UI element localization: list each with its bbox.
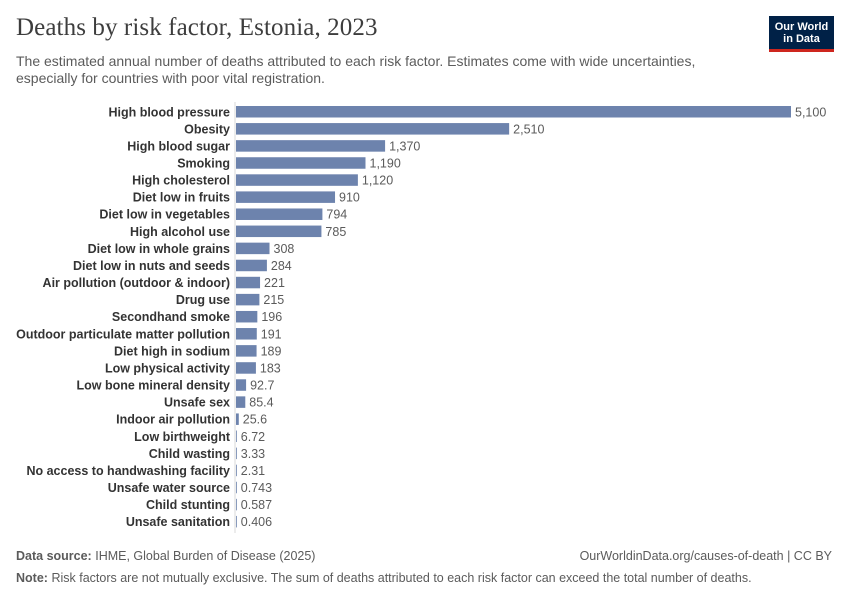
category-label: High blood pressure [108, 105, 230, 119]
category-label: Outdoor particulate matter pollution [16, 327, 230, 341]
bar [236, 464, 237, 477]
data-source: Data source: IHME, Global Burden of Dise… [16, 549, 315, 563]
bar [236, 174, 358, 186]
bar [236, 140, 386, 152]
value-label: 910 [339, 191, 360, 205]
value-label: 5,100 [795, 105, 826, 119]
category-label: High blood sugar [127, 139, 230, 153]
value-label: 6.72 [241, 430, 265, 444]
bar [236, 515, 237, 528]
category-label: Obesity [184, 122, 230, 136]
category-label: Unsafe sanitation [126, 515, 230, 529]
category-label: Diet high in sodium [114, 344, 230, 358]
bar-chart: High blood pressure 5,100 Obesity 2,510 High… [16, 102, 826, 533]
category-label: Secondhand smoke [112, 310, 230, 324]
value-label: 196 [261, 310, 282, 324]
value-label: 183 [260, 361, 281, 375]
chart-note: Note: Risk factors are not mutually excl… [16, 571, 752, 585]
category-label: Air pollution (outdoor & indoor) [43, 276, 230, 290]
value-label: 284 [271, 259, 292, 273]
value-label: 1,190 [370, 156, 401, 170]
category-label: Child stunting [146, 498, 230, 512]
category-label: High cholesterol [132, 174, 230, 188]
bar [236, 259, 267, 272]
bar [236, 447, 237, 460]
value-label: 794 [326, 208, 347, 222]
value-label: 0.587 [241, 498, 272, 512]
bar [236, 191, 336, 203]
bar [236, 481, 237, 494]
bar [236, 106, 791, 118]
bar [236, 362, 256, 374]
bar [236, 328, 257, 340]
category-label: Diet low in whole grains [88, 242, 230, 256]
bar [236, 123, 510, 135]
category-label: Drug use [176, 293, 230, 307]
bar [236, 293, 260, 306]
category-label: Low birthweight [134, 430, 231, 444]
category-label: Low bone mineral density [77, 379, 231, 393]
category-label: Diet low in fruits [133, 191, 230, 205]
bar [236, 208, 323, 220]
category-label: Unsafe sex [164, 396, 230, 410]
category-label: Diet low in nuts and seeds [73, 259, 230, 273]
value-label: 221 [264, 276, 285, 290]
chart-title: Deaths by risk factor, Estonia, 2023 [16, 14, 378, 41]
bar [236, 157, 366, 169]
value-label: 1,370 [389, 139, 420, 153]
data-source-text[interactable]: IHME, Global Burden of Disease (2025) [95, 549, 316, 563]
value-label: 1,120 [362, 174, 393, 188]
bar [236, 242, 270, 255]
bar [236, 276, 261, 289]
value-label: 0.743 [241, 481, 272, 495]
category-label: Unsafe water source [108, 481, 230, 495]
note-label: Note: [16, 571, 48, 585]
logo-line-1: Our World [774, 21, 829, 33]
category-label: Child wasting [149, 447, 230, 461]
bar [236, 498, 237, 511]
owid-logo[interactable]: Our World in Data [769, 16, 834, 52]
category-label: Smoking [177, 156, 230, 170]
value-label: 215 [263, 293, 284, 307]
category-label: Low physical activity [105, 361, 230, 375]
bar [236, 430, 237, 443]
value-label: 0.406 [241, 515, 272, 529]
category-label: High alcohol use [130, 225, 230, 239]
category-label: Indoor air pollution [116, 413, 230, 427]
logo-line-2: in Data [783, 33, 820, 45]
category-label: No access to handwashing facility [26, 464, 230, 478]
category-label: Diet low in vegetables [99, 208, 230, 222]
source-url[interactable]: OurWorldinData.org/causes-of-death | CC … [579, 549, 832, 563]
bar [236, 396, 246, 408]
value-label: 2,510 [513, 122, 544, 136]
value-label: 189 [261, 344, 282, 358]
value-label: 3.33 [241, 447, 265, 461]
bar [236, 225, 322, 238]
bar [236, 413, 239, 425]
bar [236, 379, 247, 391]
bar [236, 310, 258, 323]
value-label: 2.31 [241, 464, 265, 478]
value-label: 191 [261, 327, 282, 341]
value-label: 25.6 [243, 413, 267, 427]
value-label: 308 [274, 242, 295, 256]
value-label: 85.4 [249, 396, 273, 410]
value-label: 92.7 [250, 379, 274, 393]
chart-subtitle: The estimated annual number of deaths at… [16, 53, 696, 86]
note-text: Risk factors are not mutually exclusive.… [51, 571, 752, 585]
data-source-label: Data source: [16, 549, 92, 563]
bar [236, 345, 257, 357]
value-label: 785 [325, 225, 346, 239]
